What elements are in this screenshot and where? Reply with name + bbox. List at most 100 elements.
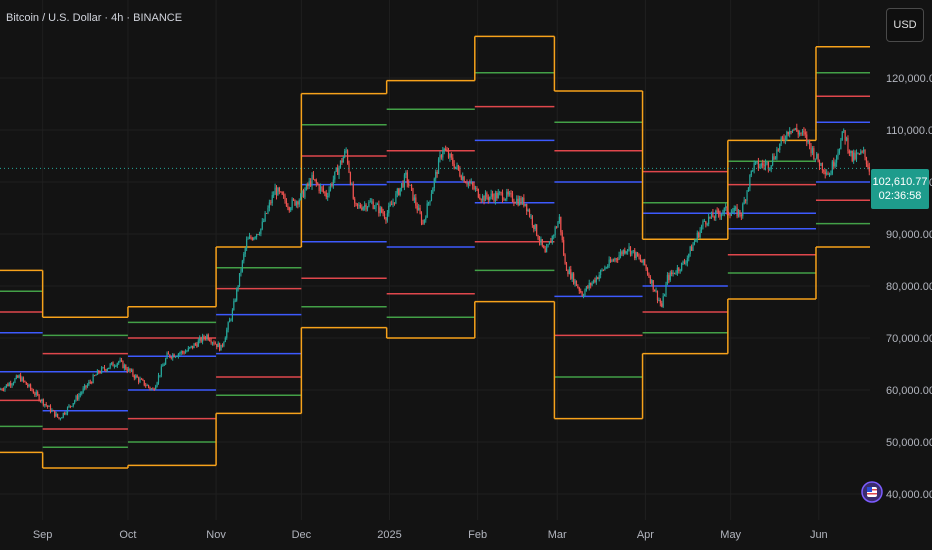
symbol-title: Bitcoin / U.S. Dollar · 4h · BINANCE xyxy=(6,12,183,24)
candle-body xyxy=(155,386,157,390)
level-lines xyxy=(0,35,870,469)
candle-body xyxy=(139,379,141,382)
candle-body xyxy=(745,200,747,202)
candle-body xyxy=(348,163,350,173)
x-tick-label: Jun xyxy=(810,529,828,541)
candle-body xyxy=(826,173,828,175)
candle-body xyxy=(398,188,400,196)
candle-body xyxy=(457,165,460,170)
y-axis[interactable]: 40,000.00 50,000.00 60,000.00 70,000.00 80,0… xyxy=(886,73,932,501)
candle-body xyxy=(405,172,407,175)
candle-body xyxy=(83,385,86,389)
candle-body xyxy=(150,388,152,390)
candle-body xyxy=(418,207,420,211)
candle-body xyxy=(7,384,9,387)
candle-body xyxy=(324,191,326,193)
candle-body xyxy=(230,319,232,321)
candle-body xyxy=(693,241,696,245)
candle-body xyxy=(12,382,15,385)
candle-body xyxy=(125,365,127,370)
candle-body xyxy=(105,369,107,371)
candle-body xyxy=(190,345,192,348)
candle-body xyxy=(29,384,32,389)
candle-body xyxy=(76,396,79,400)
candle-body xyxy=(602,269,605,271)
candle-body xyxy=(766,162,768,164)
candle-body xyxy=(233,301,235,310)
candle-body xyxy=(649,277,651,284)
candle-body xyxy=(22,377,25,381)
candle-body xyxy=(803,130,805,133)
candle-body xyxy=(675,273,677,275)
candle-body xyxy=(718,210,720,215)
candle-body xyxy=(433,178,435,189)
candle-body xyxy=(437,159,440,174)
y-tick-label: 70,000.00 xyxy=(886,333,932,345)
candle-body xyxy=(536,224,538,236)
candle-body xyxy=(844,130,846,141)
candle-body xyxy=(770,165,772,169)
candle-body xyxy=(799,132,801,135)
candle-body xyxy=(467,182,470,185)
candle-body xyxy=(302,190,305,198)
candle-body xyxy=(273,194,275,196)
candle-body xyxy=(607,266,609,268)
candle-body xyxy=(614,258,616,261)
candle-body xyxy=(699,230,701,238)
flag-logo-icon[interactable] xyxy=(860,480,884,504)
candle-body xyxy=(847,137,849,152)
candle-body xyxy=(270,202,272,204)
candle-body xyxy=(334,171,336,180)
candle-body xyxy=(385,218,387,221)
candle-body xyxy=(416,205,418,211)
candle-body xyxy=(356,203,359,206)
candle-body xyxy=(354,198,356,204)
candle-body xyxy=(304,189,306,198)
candle-body xyxy=(99,372,101,374)
candle-body xyxy=(557,222,559,228)
currency-button[interactable]: USD xyxy=(886,8,924,42)
candle-body xyxy=(366,206,369,210)
candle-body xyxy=(671,272,673,275)
candle-body xyxy=(629,246,632,255)
y-tick-label: 110,000.00 xyxy=(886,125,932,137)
candle-body xyxy=(362,206,364,210)
candle-body xyxy=(713,217,715,219)
candle-body xyxy=(547,244,549,247)
candle-body xyxy=(520,198,522,204)
candle-body xyxy=(408,183,410,186)
candle-body xyxy=(86,384,89,388)
candle-body xyxy=(359,204,361,208)
candle-body xyxy=(783,137,785,141)
candle-body xyxy=(295,201,297,206)
candle-body xyxy=(801,130,804,134)
candle-body xyxy=(209,339,211,341)
candle-body xyxy=(469,182,471,184)
candle-body xyxy=(297,201,299,205)
candle-body xyxy=(669,272,671,281)
candle-body xyxy=(516,198,518,204)
candle-body xyxy=(709,216,711,218)
x-axis[interactable]: Sep Oct Nov Dec 2025 Feb Mar Apr May Jun xyxy=(33,529,828,541)
candle-body xyxy=(219,343,221,351)
candle-body xyxy=(533,225,535,230)
candle-body xyxy=(489,196,491,200)
candle-body xyxy=(288,207,290,211)
candle-body xyxy=(422,223,424,224)
candle-body xyxy=(228,319,231,323)
candle-body xyxy=(42,399,44,406)
candle-body xyxy=(688,253,690,259)
candle-body xyxy=(193,343,195,349)
candle-body xyxy=(661,303,663,307)
candle-body xyxy=(464,182,467,184)
candle-body xyxy=(772,156,774,166)
candle-body xyxy=(236,288,238,301)
candle-body xyxy=(52,410,54,412)
candle-body xyxy=(255,234,258,238)
candle-body xyxy=(578,287,580,291)
candle-body xyxy=(318,184,320,191)
candle-body xyxy=(816,153,818,159)
candle-body xyxy=(106,369,108,371)
candle-body xyxy=(575,280,578,286)
